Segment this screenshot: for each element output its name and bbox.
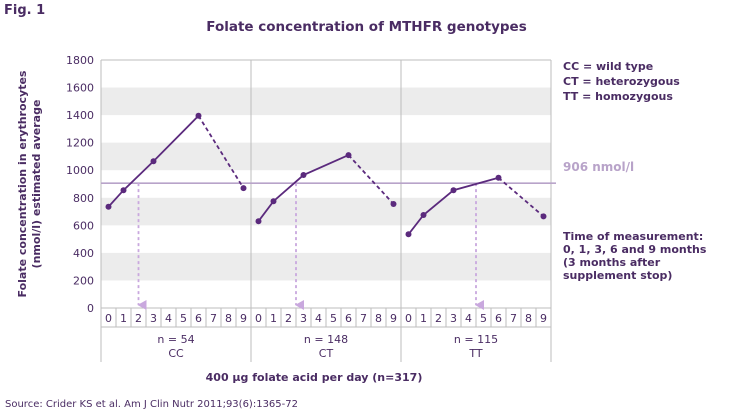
month-tick-label: 0 <box>255 312 262 325</box>
x-axis-title: 400 µg folate acid per day (n=317) <box>206 371 423 384</box>
month-tick-label: 4 <box>315 312 322 325</box>
data-point <box>105 203 112 210</box>
month-tick-label: 1 <box>420 312 427 325</box>
data-point <box>270 198 277 205</box>
y-tick-label: 0 <box>87 302 94 315</box>
month-tick-label: 3 <box>300 312 307 325</box>
grid-band <box>101 87 551 116</box>
group-n-label: n = 115 <box>454 333 498 346</box>
month-tick-label: 7 <box>510 312 517 325</box>
y-tick-label: 1600 <box>66 82 94 95</box>
month-tick-label: 7 <box>210 312 217 325</box>
group-genotype-label: CT <box>319 347 334 360</box>
month-tick-label: 1 <box>120 312 127 325</box>
measurement-note-line-2: 0, 1, 3, 6 and 9 months <box>563 243 707 256</box>
month-tick-label: 0 <box>105 312 112 325</box>
legend-ct: CT = heterozygous <box>563 75 680 88</box>
month-tick-label: 5 <box>480 312 487 325</box>
month-tick-label: 9 <box>390 312 397 325</box>
data-point <box>150 158 157 165</box>
series-line-supplement <box>257 154 349 222</box>
data-point <box>405 231 412 238</box>
month-tick-label: 2 <box>135 312 142 325</box>
month-tick-label: 6 <box>495 312 502 325</box>
measurement-note-line-4: supplement stop) <box>563 269 673 282</box>
data-point <box>300 172 307 179</box>
y-tick-label: 1800 <box>66 54 94 67</box>
grid-band <box>101 197 551 226</box>
genotype-legend: CC = wild type CT = heterozygous TT = ho… <box>563 59 680 104</box>
month-tick-label: 8 <box>525 312 532 325</box>
series-line-supplement <box>107 115 200 208</box>
month-tick-label: 9 <box>240 312 247 325</box>
y-axis-title-line-2: (nmol/l) estimated average <box>30 100 43 269</box>
source-citation: Source: Crider KS et al. Am J Clin Nutr … <box>5 399 298 410</box>
data-point <box>195 112 202 119</box>
month-tick-label: 7 <box>360 312 367 325</box>
group-n-label: n = 148 <box>304 333 348 346</box>
month-tick-label: 4 <box>165 312 172 325</box>
chart-title: Folate concentration of MTHFR genotypes <box>206 19 527 35</box>
reference-line-label: 906 nmol/l <box>563 160 635 174</box>
y-tick-label: 1000 <box>66 164 94 177</box>
group-n-label: n = 54 <box>157 333 194 346</box>
month-tick-label: 6 <box>195 312 202 325</box>
month-tick-label: 5 <box>180 312 187 325</box>
data-point <box>420 212 427 218</box>
y-tick-label: 1200 <box>66 137 94 150</box>
group-genotype-label: TT <box>468 347 483 360</box>
data-point <box>345 152 352 159</box>
series-line-supplement <box>407 176 499 235</box>
data-point <box>390 200 397 207</box>
data-point <box>495 174 502 181</box>
y-tick-label: 400 <box>73 247 94 260</box>
month-tick-label: 3 <box>450 312 457 325</box>
month-tick-label: 1 <box>270 312 277 325</box>
month-tick-label: 0 <box>405 312 412 325</box>
month-tick-label: 8 <box>375 312 382 325</box>
month-tick-label: 4 <box>465 312 472 325</box>
y-tick-label: 200 <box>73 274 94 287</box>
y-tick-label: 600 <box>73 219 94 232</box>
month-tick-label: 5 <box>330 312 337 325</box>
y-tick-label: 1400 <box>66 109 94 122</box>
data-point <box>255 218 262 225</box>
measurement-note-line-3: (3 months after <box>563 256 661 269</box>
month-tick-label: 6 <box>345 312 352 325</box>
month-tick-label: 2 <box>285 312 292 325</box>
legend-tt: TT = homozygous <box>563 90 673 103</box>
measurement-note: Time of measurement: 0, 1, 3, 6 and 9 mo… <box>563 230 728 282</box>
legend-cc: CC = wild type <box>563 60 654 73</box>
data-point <box>120 187 127 194</box>
measurement-note-line-1: Time of measurement: <box>563 230 704 243</box>
month-tick-label: 9 <box>540 312 547 325</box>
data-point <box>450 187 457 194</box>
series-line-after-stop <box>197 115 245 189</box>
month-tick-label: 2 <box>435 312 442 325</box>
month-tick-label: 8 <box>225 312 232 325</box>
y-tick-label: 800 <box>73 192 94 205</box>
group-genotype-label: CC <box>168 347 184 360</box>
grid-band <box>101 252 551 281</box>
data-point <box>540 213 547 220</box>
data-point <box>240 185 247 192</box>
y-axis-title-line-1: Folate concentration in erythrocytes <box>16 70 29 297</box>
series-line-after-stop <box>497 177 545 218</box>
figure-label: Fig. 1 <box>4 3 46 18</box>
month-tick-label: 3 <box>150 312 157 325</box>
